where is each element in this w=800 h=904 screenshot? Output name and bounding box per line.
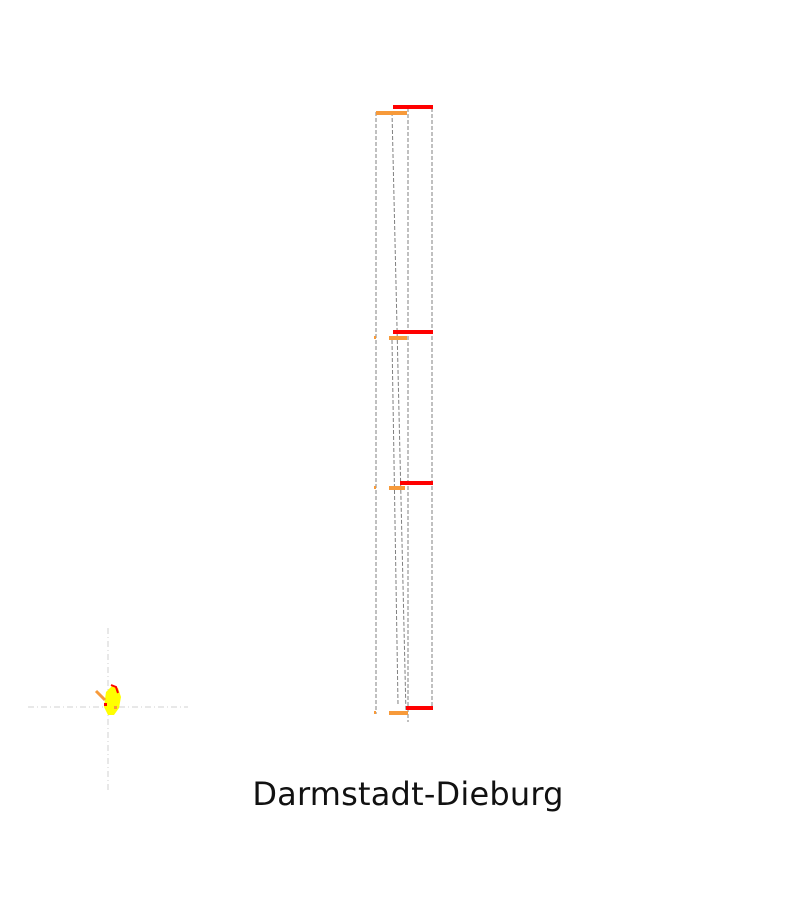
dashed-guide-lines — [375, 108, 433, 722]
boundary-segments — [374, 105, 433, 715]
orange-tick-left-lower — [374, 486, 376, 489]
guide-line-2 — [391, 111, 407, 715]
locator-shape-yellow — [104, 686, 121, 715]
orange-tick-left-upper — [374, 336, 376, 339]
region-name-label: Darmstadt-Dieburg — [252, 775, 564, 813]
guide-line-5 — [391, 339, 399, 705]
locator-red-pixel — [104, 703, 107, 706]
locator-orange-pixel — [114, 706, 117, 709]
locator-shape-orange-edge — [94, 689, 107, 702]
locator-marker — [94, 684, 121, 715]
locator-shape-red-edge — [110, 684, 119, 694]
orange-tick-left-bottom — [374, 711, 376, 714]
